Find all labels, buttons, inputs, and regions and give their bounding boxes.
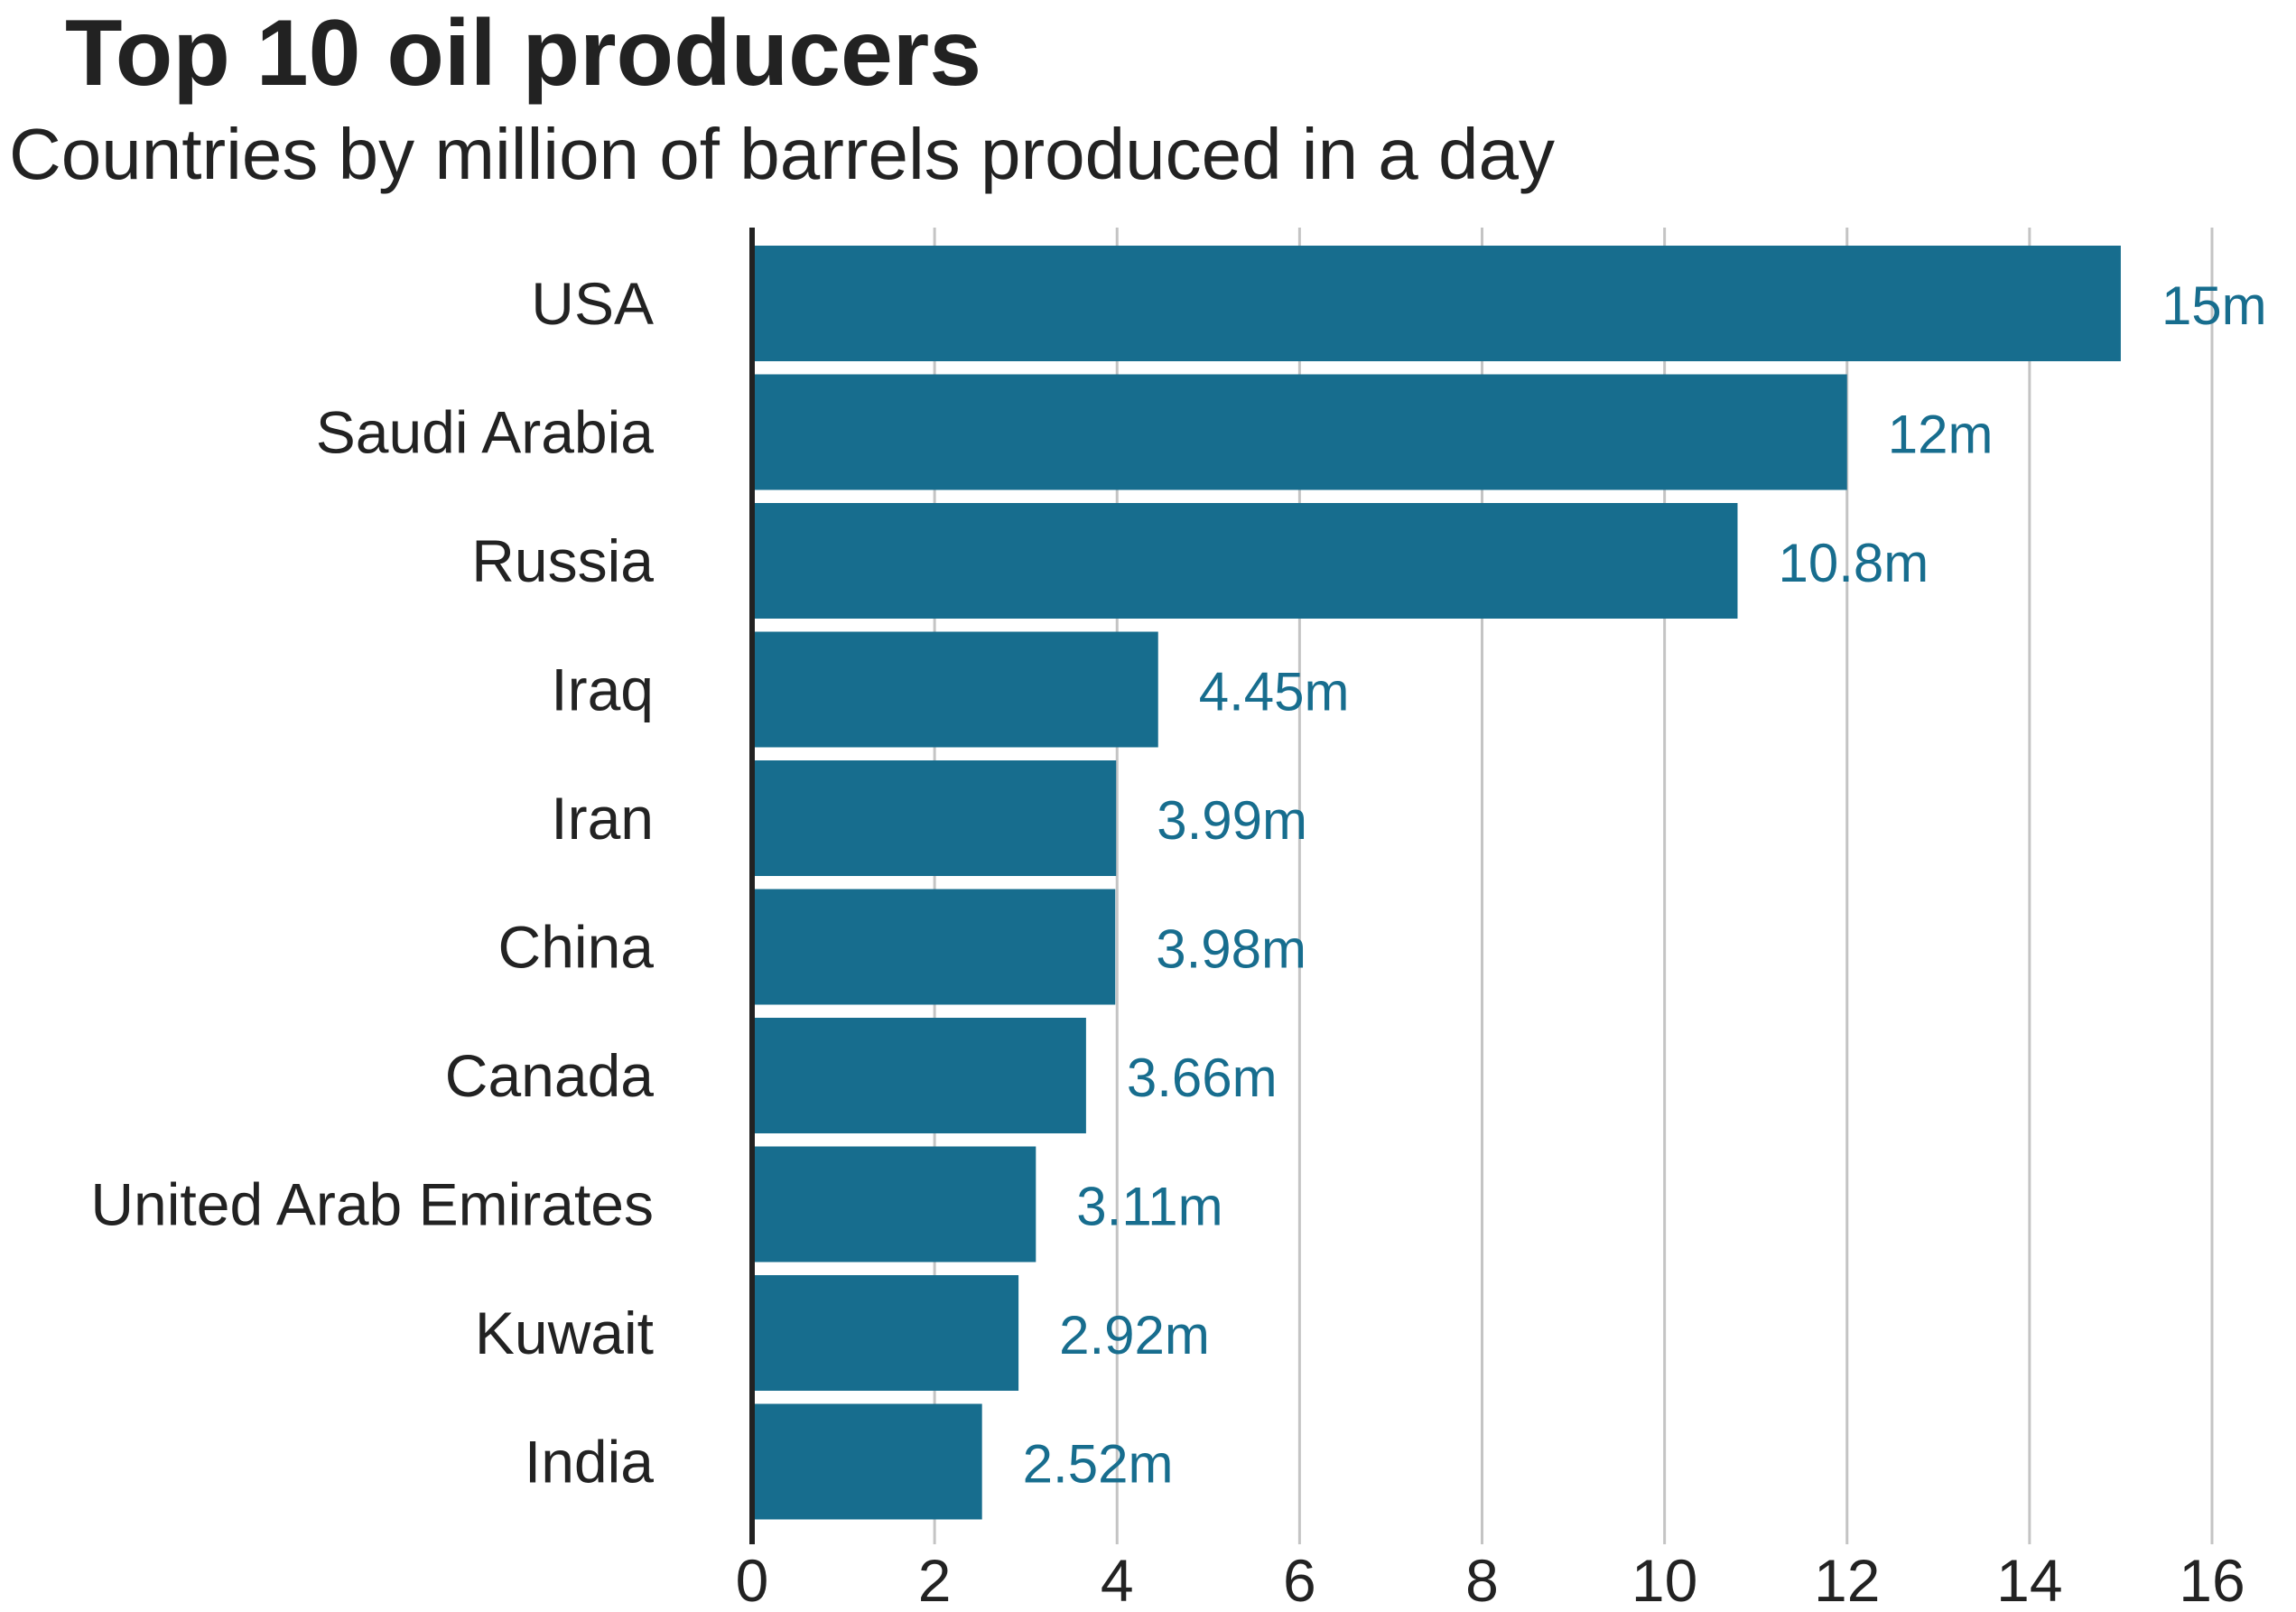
chart-subtitle: Countries by million of barrels produced… — [9, 114, 1555, 194]
value-label: 3.11m — [1076, 1177, 1222, 1237]
bar — [752, 374, 1847, 490]
bar — [752, 1403, 982, 1520]
x-tick-label: 4 — [1101, 1547, 1134, 1612]
category-label: Iraq — [551, 657, 654, 723]
value-label: 2.52m — [1023, 1434, 1174, 1495]
category-label: Canada — [445, 1042, 654, 1109]
x-tick-label: 8 — [1465, 1547, 1499, 1612]
value-label: 3.98m — [1156, 919, 1306, 980]
x-tick-label: 12 — [1814, 1547, 1880, 1612]
value-label: 2.92m — [1059, 1305, 1210, 1365]
value-label: 15m — [2161, 275, 2267, 336]
value-label: 12m — [1888, 405, 1994, 465]
x-tick-label: 2 — [918, 1547, 952, 1612]
x-tick-label: 14 — [1996, 1547, 2062, 1612]
category-label: India — [525, 1429, 654, 1496]
labels: 0 2 4 6 8 10 12 14 16 USA 15m Saudi Arabia 12m Russia… — [90, 270, 2266, 1612]
bar — [752, 631, 1158, 748]
bar — [752, 1275, 1019, 1391]
bar — [752, 889, 1116, 1005]
bar — [752, 503, 1738, 619]
value-label: 3.66m — [1127, 1048, 1278, 1108]
bar — [752, 1018, 1086, 1133]
bars — [752, 246, 2121, 1520]
x-tick-label: 6 — [1283, 1547, 1316, 1612]
x-tick-label: 16 — [2179, 1547, 2245, 1612]
category-label: Saudi Arabia — [316, 399, 655, 466]
category-label: China — [498, 914, 655, 981]
category-label: United Arab Emirates — [90, 1171, 654, 1238]
bar — [752, 760, 1117, 876]
category-label: Kuwait — [475, 1300, 654, 1366]
bar — [752, 1146, 1036, 1263]
value-label: 4.45m — [1199, 662, 1350, 722]
category-label: Iran — [551, 785, 654, 852]
chart-title: Top 10 oil producers — [65, 1, 982, 106]
category-label: Russia — [471, 527, 654, 594]
x-tick-label: 10 — [1631, 1547, 1697, 1612]
value-label: 3.99m — [1157, 790, 1307, 851]
value-label: 10.8m — [1778, 533, 1929, 593]
category-label: USA — [531, 270, 654, 337]
bar — [752, 246, 2121, 361]
x-tick-label: 0 — [736, 1547, 769, 1612]
